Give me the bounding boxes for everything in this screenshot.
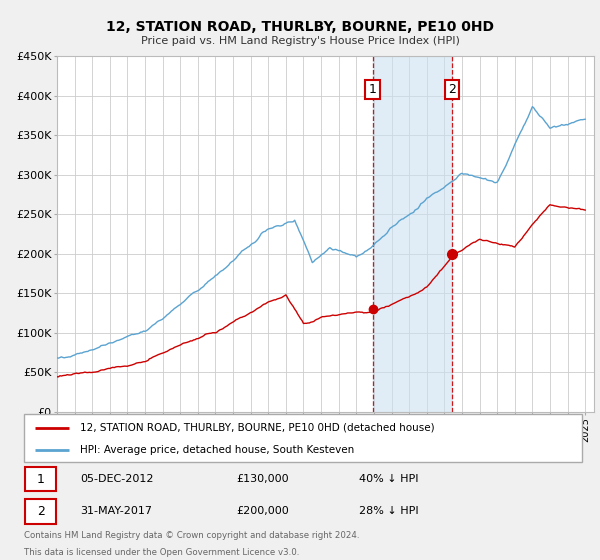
Text: 1: 1 [37, 473, 44, 486]
Bar [373, 56, 452, 412]
Text: 12, STATION ROAD, THURLBY, BOURNE, PE10 0HD: 12, STATION ROAD, THURLBY, BOURNE, PE10 … [106, 20, 494, 34]
Text: 2: 2 [37, 505, 44, 518]
Text: 31-MAY-2017: 31-MAY-2017 [80, 506, 152, 516]
Text: 12, STATION ROAD, THURLBY, BOURNE, PE10 0HD (detached house): 12, STATION ROAD, THURLBY, BOURNE, PE10 … [80, 423, 434, 433]
FancyBboxPatch shape [24, 414, 582, 462]
Text: 2: 2 [448, 83, 455, 96]
Text: £200,000: £200,000 [236, 506, 289, 516]
FancyBboxPatch shape [25, 467, 56, 492]
Text: This data is licensed under the Open Government Licence v3.0.: This data is licensed under the Open Gov… [24, 548, 299, 557]
Text: 28% ↓ HPI: 28% ↓ HPI [359, 506, 418, 516]
Text: 40% ↓ HPI: 40% ↓ HPI [359, 474, 418, 484]
FancyBboxPatch shape [25, 499, 56, 524]
Text: 05-DEC-2012: 05-DEC-2012 [80, 474, 154, 484]
Text: Price paid vs. HM Land Registry's House Price Index (HPI): Price paid vs. HM Land Registry's House … [140, 36, 460, 46]
Text: HPI: Average price, detached house, South Kesteven: HPI: Average price, detached house, Sout… [80, 445, 354, 455]
Text: £130,000: £130,000 [236, 474, 289, 484]
Text: Contains HM Land Registry data © Crown copyright and database right 2024.: Contains HM Land Registry data © Crown c… [24, 531, 359, 540]
Text: 1: 1 [368, 83, 376, 96]
